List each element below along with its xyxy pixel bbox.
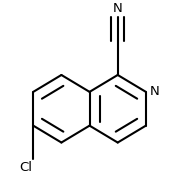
Text: N: N: [113, 2, 122, 15]
Text: Cl: Cl: [19, 161, 32, 174]
Text: N: N: [150, 85, 159, 98]
